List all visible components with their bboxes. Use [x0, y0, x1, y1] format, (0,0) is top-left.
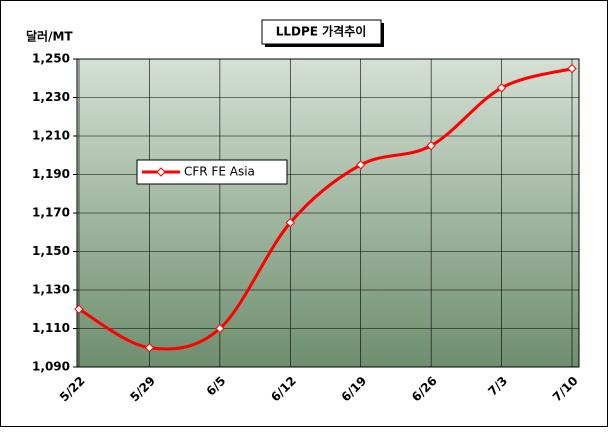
point-marker — [567, 63, 577, 74]
y-tick-label: 1,110 — [32, 321, 70, 335]
point-marker — [215, 323, 225, 334]
y-tick-label: 1,250 — [32, 52, 70, 66]
point-marker — [285, 217, 295, 228]
y-tick-label: 1,130 — [32, 283, 70, 297]
y-tick-label: 1,190 — [32, 167, 70, 181]
y-axis-label: 달러/MT — [26, 29, 73, 44]
y-tick-label: 1,090 — [32, 360, 70, 374]
point-marker — [356, 160, 366, 170]
series-line — [78, 67, 573, 351]
y-tick-label: 1,230 — [32, 90, 70, 104]
point-marker — [74, 304, 84, 314]
legend-marker — [156, 167, 166, 177]
y-tick-label: 1,170 — [32, 206, 70, 220]
legend-label: CFR FE Asia — [184, 165, 255, 179]
point-marker — [426, 140, 436, 151]
y-tick-label: 1,210 — [32, 129, 70, 143]
chart-title: LLDPE 가격추이 — [276, 24, 367, 39]
title-box — [261, 19, 382, 45]
point-marker — [144, 343, 155, 353]
y-tick-label: 1,150 — [32, 244, 70, 258]
point-marker — [496, 83, 507, 93]
